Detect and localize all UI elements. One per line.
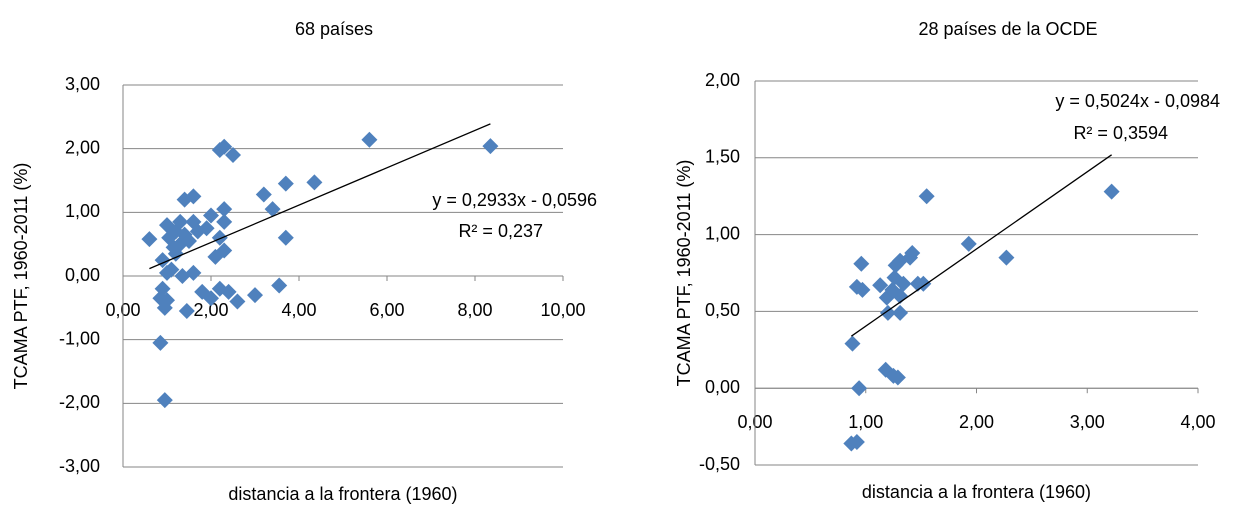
- point: [998, 249, 1015, 266]
- x-tick-label: 4,00: [281, 300, 316, 320]
- y-axis-title: TCAMA PTF, 1960-2011 (%): [674, 160, 694, 387]
- point: [203, 207, 219, 224]
- point: [211, 229, 228, 246]
- point: [216, 242, 233, 259]
- point: [178, 303, 195, 320]
- point: [216, 201, 233, 218]
- y-tick-label: -1,00: [59, 328, 100, 348]
- point: [844, 335, 861, 352]
- trend-equation: y = 0,2933x - 0,0596: [432, 190, 597, 210]
- y-tick-label: -2,00: [59, 392, 100, 412]
- point: [181, 232, 197, 249]
- point: [482, 138, 499, 155]
- y-tick-label: 0,50: [705, 300, 740, 320]
- point: [152, 334, 169, 351]
- x-tick-label: 6,00: [369, 300, 404, 320]
- y-tick-label: -0,50: [699, 454, 740, 474]
- trend-r2: R² = 0,237: [458, 221, 543, 241]
- point: [915, 275, 932, 292]
- y-tick-label: 1,00: [65, 201, 100, 221]
- point: [220, 283, 237, 300]
- point: [159, 292, 175, 309]
- chart-title: 28 países de la OCDE: [918, 19, 1097, 39]
- point: [306, 174, 323, 191]
- y-tick-label: 0,00: [65, 265, 100, 285]
- point: [198, 220, 215, 237]
- point: [879, 304, 896, 321]
- point: [229, 293, 246, 310]
- x-axis-title: distancia a la frontera (1960): [228, 484, 457, 504]
- point: [889, 369, 906, 386]
- point: [277, 229, 294, 246]
- point: [203, 290, 219, 307]
- x-tick-label: 2,00: [959, 412, 994, 432]
- x-tick-label: 1,00: [848, 412, 883, 432]
- x-tick-label: 4,00: [1180, 412, 1215, 432]
- y-tick-label: 2,00: [705, 70, 740, 90]
- x-axis-title: distancia a la frontera (1960): [862, 482, 1091, 502]
- point: [1103, 183, 1120, 200]
- point: [277, 175, 294, 192]
- point: [271, 277, 288, 294]
- point: [854, 281, 871, 298]
- point: [848, 433, 865, 450]
- trendline: [850, 154, 1112, 337]
- point: [225, 147, 241, 164]
- x-tick-label: 8,00: [457, 300, 492, 320]
- y-axis-title: TCAMA PTF, 1960-2011 (%): [11, 163, 31, 390]
- point: [872, 277, 889, 294]
- point: [892, 304, 909, 321]
- point: [853, 255, 870, 272]
- point: [264, 201, 281, 218]
- y-tick-label: 2,00: [65, 137, 100, 157]
- y-tick-label: 1,50: [705, 147, 740, 167]
- y-tick-label: -3,00: [59, 456, 100, 476]
- y-tick-label: 0,00: [705, 377, 740, 397]
- trend-equation: y = 0,5024x - 0,0984: [1055, 91, 1220, 111]
- point: [895, 275, 912, 292]
- point: [960, 235, 977, 252]
- point: [141, 231, 158, 248]
- point: [216, 138, 233, 155]
- point: [185, 188, 202, 205]
- point: [255, 186, 272, 203]
- trendline: [149, 123, 491, 270]
- x-tick-label: 3,00: [1070, 412, 1105, 432]
- x-tick-label: 10,00: [540, 300, 585, 320]
- point: [159, 264, 175, 281]
- point: [851, 380, 868, 397]
- x-tick-label: 2,00: [193, 300, 228, 320]
- y-tick-label: 1,00: [705, 223, 740, 243]
- point: [216, 213, 233, 230]
- y-tick-label: 3,00: [65, 74, 100, 94]
- chart-title: 68 países: [295, 19, 373, 39]
- point: [165, 239, 182, 256]
- point: [156, 392, 173, 409]
- point: [174, 268, 191, 284]
- trend-r2: R² = 0,3594: [1073, 123, 1168, 143]
- point: [172, 213, 189, 230]
- point: [247, 287, 263, 304]
- point: [918, 188, 935, 205]
- point: [361, 131, 378, 148]
- point: [904, 245, 921, 262]
